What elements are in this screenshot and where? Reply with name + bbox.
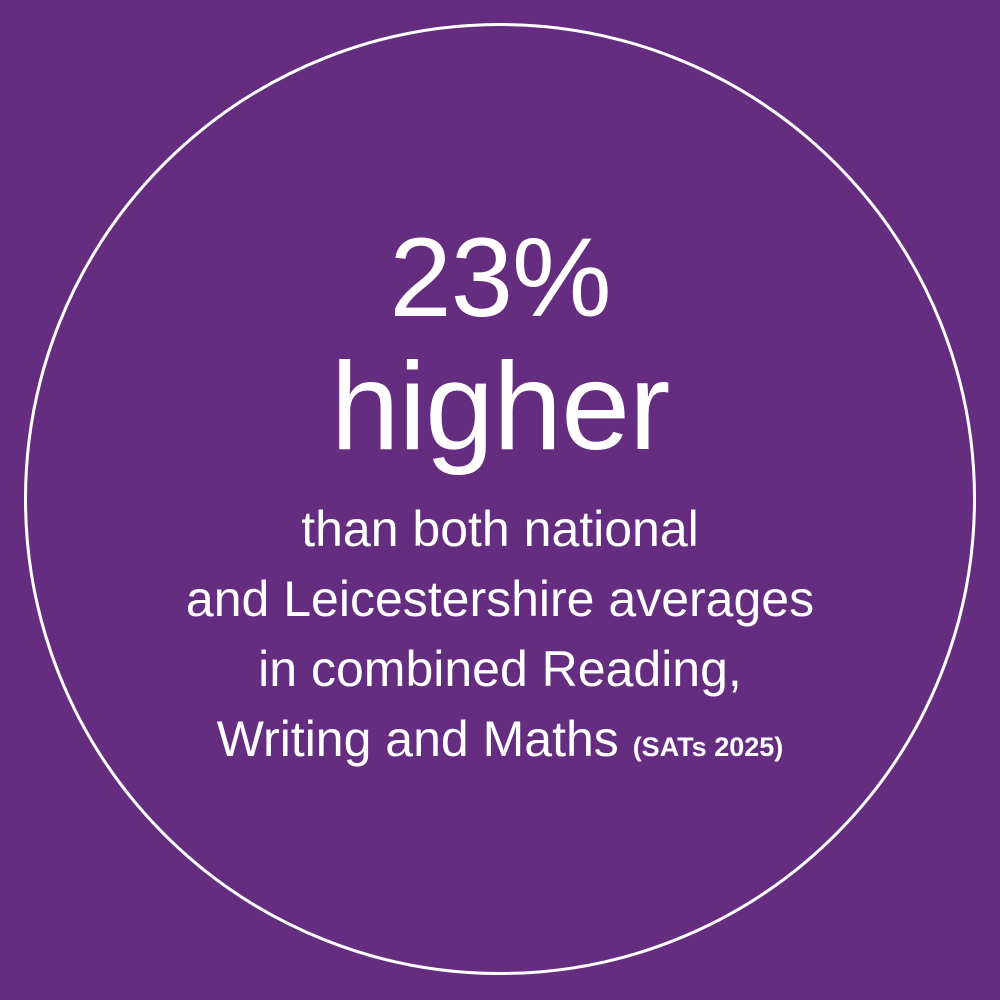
- headline-value: 23%: [389, 215, 611, 340]
- description-line: Writing and Maths (SATs 2025): [0, 704, 1000, 782]
- headline-label: higher: [330, 338, 671, 476]
- description-line: and Leicestershire averages: [185, 571, 815, 627]
- description-line-text: Writing and Maths: [216, 711, 619, 767]
- source-note: (SATs 2025): [632, 732, 784, 762]
- description-line: than both national: [301, 501, 699, 557]
- description-line: in combined Reading,: [258, 641, 742, 697]
- circle-outline: [24, 23, 976, 975]
- description: than both national and Leicestershire av…: [0, 494, 1000, 782]
